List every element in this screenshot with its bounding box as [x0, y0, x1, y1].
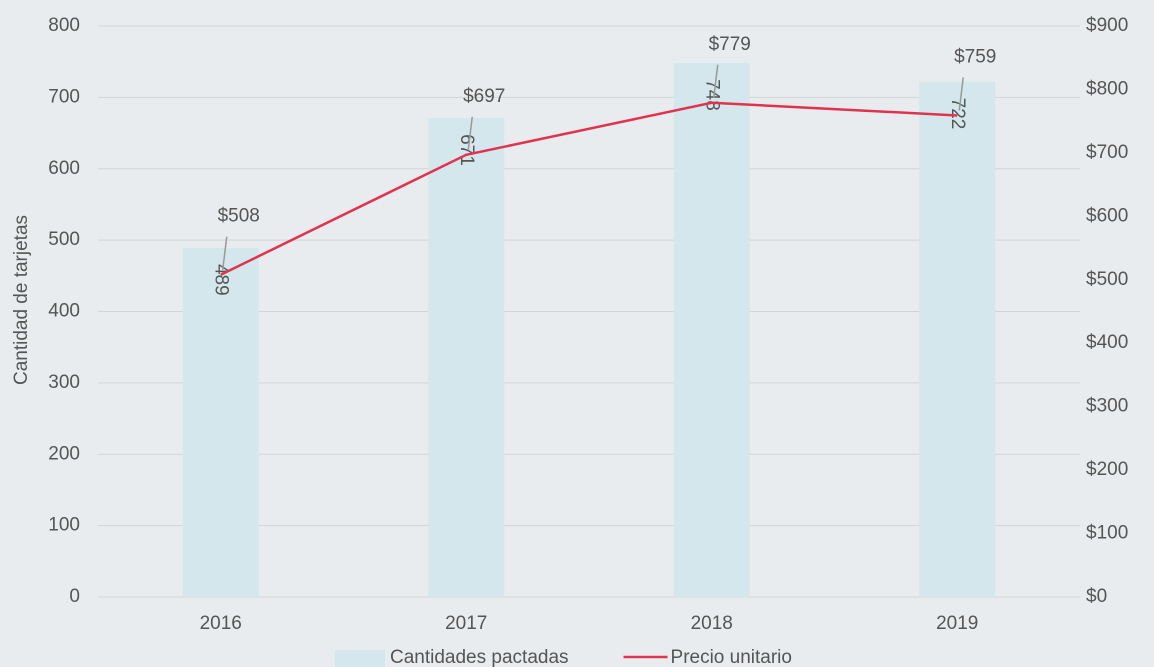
bar-value-label: 722	[947, 98, 968, 130]
legend-label: Cantidades pactadas	[390, 647, 569, 667]
x-tick-label: 2016	[200, 613, 242, 634]
y2-tick-label: $900	[1086, 15, 1128, 36]
y-tick-label: 500	[48, 229, 80, 250]
bar-value-label: 489	[211, 264, 232, 296]
line-value-label: $759	[954, 46, 996, 67]
bar-value-label: 748	[702, 79, 723, 111]
line	[220, 101, 958, 276]
bar-value-label: 671	[456, 134, 477, 166]
y2-tick-label: $800	[1086, 78, 1128, 99]
y2-tick-label: $500	[1086, 269, 1128, 290]
x-tick-label: 2019	[936, 613, 978, 634]
leader-line	[713, 64, 719, 98]
leader-line	[467, 116, 473, 150]
legend-label: Precio unitario	[671, 647, 792, 667]
x-tick-label: 2017	[445, 613, 487, 634]
y-tick-label: 800	[48, 15, 80, 36]
line-value-label: $697	[463, 86, 505, 107]
leader-line	[222, 236, 228, 270]
y-tick-label: 200	[48, 443, 80, 464]
y-axis-label: Cantidad de tarjetas	[11, 215, 32, 385]
y2-tick-label: $700	[1086, 142, 1128, 163]
y-tick-label: 700	[48, 86, 80, 107]
bar	[673, 63, 750, 598]
line-value-label: $779	[709, 34, 751, 55]
y2-tick-label: $200	[1086, 459, 1128, 480]
y2-tick-label: $400	[1086, 332, 1128, 353]
bar	[428, 118, 505, 597]
y2-tick-label: $100	[1086, 523, 1128, 544]
x-tick-label: 2018	[691, 613, 733, 634]
y-tick-label: 0	[69, 586, 80, 607]
y-tick-label: 400	[48, 301, 80, 322]
y-tick-label: 100	[48, 515, 80, 536]
bar	[919, 81, 996, 598]
y2-tick-label: $300	[1086, 396, 1128, 417]
line-value-label: $508	[218, 206, 260, 227]
y-tick-label: 600	[48, 158, 80, 179]
y2-tick-label: $0	[1086, 586, 1107, 607]
y-tick-label: 300	[48, 372, 80, 393]
legend-swatch	[335, 650, 385, 667]
leader-line	[958, 77, 964, 111]
y2-tick-label: $600	[1086, 205, 1128, 226]
bar	[182, 247, 259, 597]
